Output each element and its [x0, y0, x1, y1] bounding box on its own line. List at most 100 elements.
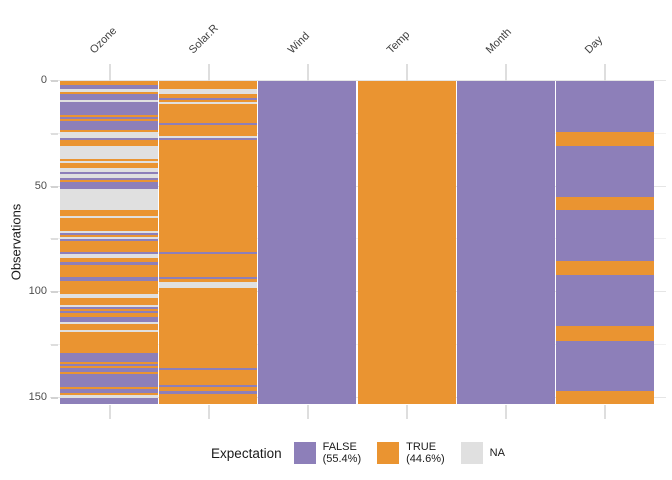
tile-na	[60, 167, 159, 172]
tile-true	[60, 386, 159, 390]
tile-true	[60, 323, 159, 330]
tile-true	[159, 387, 258, 392]
tile-na	[159, 281, 258, 288]
tile-false	[159, 123, 258, 126]
tile-true	[60, 180, 159, 183]
tile-false	[159, 252, 258, 255]
tile-false	[60, 102, 159, 115]
legend-swatch-false	[293, 442, 316, 464]
tile-false	[60, 374, 159, 387]
tile-false	[159, 137, 258, 141]
legend-label-false: FALSE (55.4%)	[322, 440, 362, 466]
legend-label-true: TRUE (44.6%)	[406, 440, 445, 466]
tile-true	[60, 241, 159, 252]
tile-false	[60, 317, 159, 322]
tile-true	[60, 159, 159, 162]
tile-na	[159, 135, 258, 138]
tile-false	[60, 262, 159, 265]
tile-na	[159, 89, 258, 94]
tile-true	[60, 235, 159, 238]
tile-true	[60, 218, 159, 231]
tile-na	[60, 254, 159, 259]
legend-item-false: FALSE (55.4%)	[293, 440, 362, 466]
tile-na	[60, 294, 159, 299]
column-month	[456, 81, 555, 405]
tile-true	[159, 393, 258, 405]
tile-true	[159, 104, 258, 124]
column-temp	[357, 81, 456, 405]
legend-swatch-true	[377, 442, 400, 464]
tile-true	[60, 313, 159, 318]
tile-na	[60, 230, 159, 233]
tile-true	[60, 308, 159, 312]
column-label-wind: Wind	[285, 30, 312, 57]
tile-false	[60, 137, 159, 141]
tile-true	[60, 129, 159, 132]
legend-label-na: NA	[489, 446, 505, 459]
tile-na	[60, 89, 159, 92]
column-label-ozone: Ozone	[87, 24, 119, 57]
tile-true	[60, 140, 159, 147]
tile-false	[555, 146, 654, 198]
tile-true	[159, 370, 258, 386]
tile-true	[555, 131, 654, 147]
tile-false	[60, 93, 159, 100]
tile-na	[60, 237, 159, 240]
tile-na	[60, 395, 159, 398]
bottom-tick-temp	[406, 405, 409, 419]
tile-false	[258, 81, 357, 405]
bottom-tick-day	[604, 405, 607, 419]
column-day	[555, 81, 654, 405]
tile-false	[60, 232, 159, 236]
tile-true	[159, 287, 258, 369]
tile-na	[60, 131, 159, 138]
tile-false	[60, 363, 159, 366]
tile-na	[60, 188, 159, 210]
tile-true	[60, 361, 159, 364]
tile-false	[60, 367, 159, 373]
tile-true	[60, 393, 159, 396]
y-minor-tick-125	[51, 344, 58, 347]
column-ozone	[60, 81, 159, 404]
tile-true	[159, 279, 258, 282]
tile-false	[60, 171, 159, 174]
y-tick-label-0: 0	[40, 74, 47, 86]
tile-false	[456, 81, 555, 405]
top-tick-wind	[306, 64, 309, 81]
tile-true	[60, 163, 159, 168]
tile-true	[159, 125, 258, 136]
top-tick-day	[604, 64, 607, 81]
tile-false	[159, 97, 258, 100]
tile-true	[357, 81, 456, 405]
bottom-tick-wind	[306, 405, 309, 419]
tile-true	[60, 372, 159, 375]
tile-na	[60, 161, 159, 164]
tile-false	[60, 251, 159, 255]
gridline-major-0	[50, 80, 666, 81]
tile-false	[60, 277, 159, 282]
legend-items: FALSE (55.4%) TRUE (44.6%) NA	[293, 440, 505, 466]
tile-true	[60, 81, 159, 86]
y-tick-label-150: 150	[28, 390, 47, 403]
tile-false	[159, 368, 258, 371]
y-tick-100	[51, 291, 58, 294]
tile-na	[60, 173, 159, 179]
y-tick-0	[51, 80, 58, 82]
tile-true	[60, 209, 159, 217]
tile-true	[60, 298, 159, 305]
tile-false	[60, 239, 159, 242]
tile-true	[60, 91, 159, 94]
top-tick-temp	[406, 64, 409, 81]
tile-false	[60, 311, 159, 314]
tile-false	[159, 385, 258, 388]
legend-item-true: TRUE (44.6%)	[377, 441, 445, 466]
tile-na	[60, 216, 159, 219]
y-axis-title: Observations	[8, 203, 24, 281]
tile-false	[555, 81, 654, 132]
tile-true	[159, 99, 258, 103]
y-minor-tick-25	[51, 132, 58, 135]
tile-na	[159, 102, 258, 105]
tile-na	[60, 321, 159, 324]
column-label-day: Day	[583, 33, 606, 57]
